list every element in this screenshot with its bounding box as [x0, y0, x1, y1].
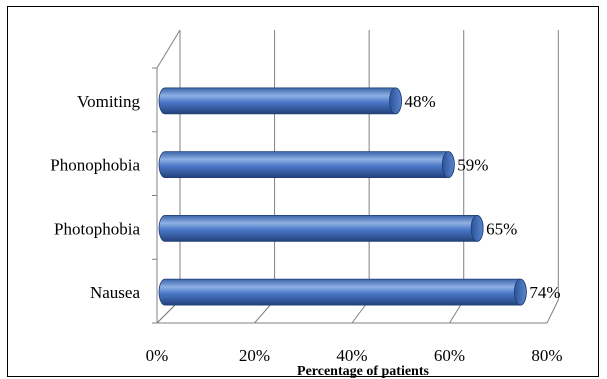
bar-body [158, 87, 402, 115]
x-tick-label: 80% [531, 346, 562, 365]
category-label: Nausea [90, 283, 140, 302]
data-label: 65% [486, 219, 517, 238]
data-label: 59% [457, 156, 488, 175]
category-label: Vomiting [77, 92, 140, 111]
bar-cap [470, 214, 484, 242]
x-axis-title: Percentage of patients [297, 364, 429, 379]
labels-layer: 0% 20% 40% 60% 80% Nausea 74% Photophobia 65% Pho… [50, 92, 562, 379]
x-tick-label: 60% [434, 346, 465, 365]
x-tick-label: 20% [239, 346, 270, 365]
bar-body [158, 214, 484, 242]
chart-frame [7, 6, 599, 377]
floor-gridline [546, 299, 559, 324]
category-label: Phonophobia [50, 156, 140, 175]
side-wall-top [156, 29, 181, 69]
x-tick-label: 0% [146, 346, 169, 365]
bars-layer [158, 87, 527, 306]
x-tick-label: 40% [336, 346, 367, 365]
data-label: 74% [529, 283, 560, 302]
bar-cap [389, 87, 402, 115]
category-label: Photophobia [54, 219, 140, 238]
bar [158, 278, 527, 306]
bar [158, 151, 455, 179]
bar [158, 87, 402, 115]
bar-cap [441, 151, 455, 179]
bar [158, 214, 484, 242]
data-label: 48% [404, 92, 435, 111]
bar-cap [513, 278, 527, 306]
bar-body [158, 278, 527, 306]
bar-body [158, 151, 455, 179]
